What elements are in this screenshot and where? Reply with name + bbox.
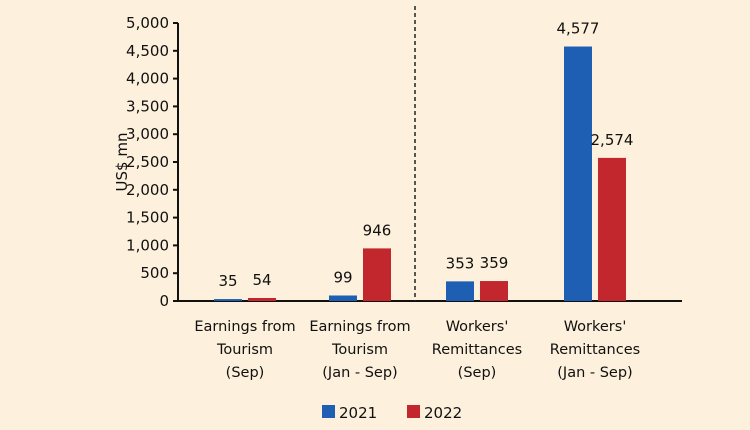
y-tick-label: 5,000 — [126, 14, 169, 32]
data-label: 359 — [480, 254, 509, 272]
data-label: 99 — [333, 268, 352, 286]
category-label: (Jan - Sep) — [557, 365, 632, 381]
legend-swatch-2021 — [322, 405, 335, 418]
category-label: Tourism — [331, 342, 388, 358]
category-label: Workers' — [446, 319, 509, 335]
legend-label: 2022 — [424, 404, 462, 422]
category-label: (Jan - Sep) — [322, 365, 397, 381]
data-label: 4,577 — [557, 20, 600, 38]
y-axis-label: US$ mn — [113, 133, 131, 192]
legend-label: 2021 — [339, 404, 377, 422]
category-label: (Sep) — [226, 365, 265, 381]
data-label: 54 — [252, 271, 271, 289]
bar-2021 — [446, 281, 474, 301]
y-tick-label: 3,500 — [126, 97, 169, 115]
bar-2022 — [480, 281, 508, 301]
data-label: 353 — [446, 254, 475, 272]
bar-2022 — [598, 157, 626, 301]
data-label: 35 — [218, 272, 237, 290]
category-label: Tourism — [216, 342, 273, 358]
y-tick-label: 3,000 — [126, 125, 169, 143]
legend-swatch-2022 — [407, 405, 420, 418]
bar-2021 — [214, 299, 242, 301]
category-label: Earnings from — [309, 319, 410, 335]
y-tick-label: 2,500 — [126, 153, 169, 171]
bar-2022 — [363, 248, 391, 301]
y-tick-label: 500 — [140, 264, 169, 282]
data-label: 946 — [363, 221, 392, 239]
y-tick-label: 2,000 — [126, 181, 169, 199]
y-tick-label: 0 — [159, 292, 169, 310]
data-label: 2,574 — [591, 131, 634, 149]
bar-2021 — [564, 46, 592, 301]
category-label: Earnings from — [194, 319, 295, 335]
category-label: Remittances — [432, 342, 522, 358]
y-tick-label: 1,500 — [126, 209, 169, 227]
y-tick-label: 4,000 — [126, 70, 169, 88]
bar-2022 — [248, 297, 276, 301]
bar-2021 — [329, 295, 357, 301]
category-label: (Sep) — [458, 365, 497, 381]
y-tick-label: 4,500 — [126, 42, 169, 60]
category-label: Remittances — [550, 342, 640, 358]
y-tick-label: 1,000 — [126, 236, 169, 254]
category-label: Workers' — [564, 319, 627, 335]
